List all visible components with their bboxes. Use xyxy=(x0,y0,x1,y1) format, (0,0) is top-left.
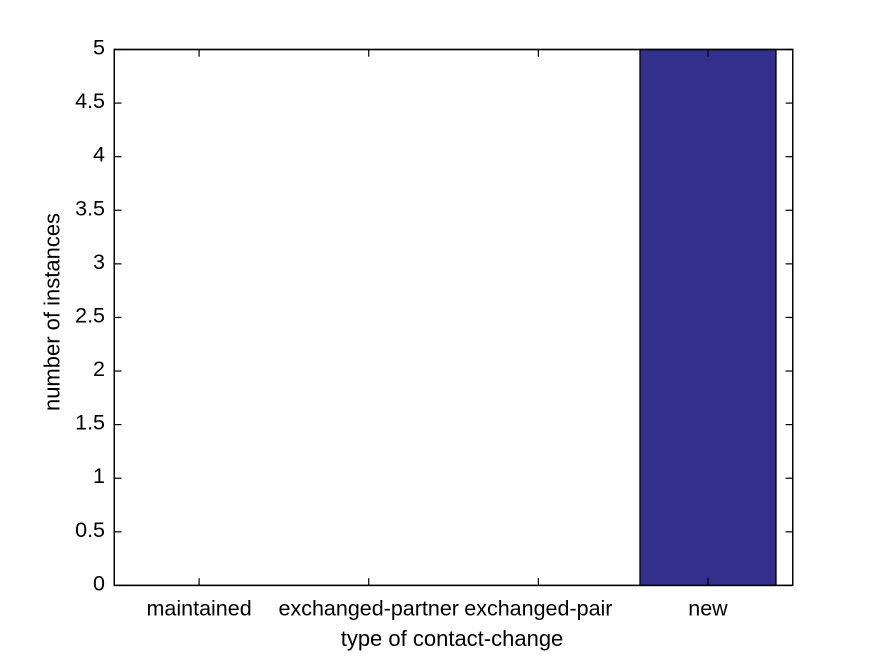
svg-text:1: 1 xyxy=(93,464,105,488)
svg-text:3: 3 xyxy=(93,250,105,274)
svg-text:2: 2 xyxy=(93,357,105,381)
svg-text:exchanged-partner: exchanged-partner xyxy=(278,597,458,621)
svg-text:exchanged-pair: exchanged-pair xyxy=(464,597,612,621)
svg-text:5: 5 xyxy=(93,36,105,60)
svg-text:maintained: maintained xyxy=(147,597,252,621)
svg-text:new: new xyxy=(688,597,728,621)
svg-text:1.5: 1.5 xyxy=(75,411,105,435)
svg-text:number of instances: number of instances xyxy=(40,213,65,411)
svg-text:4: 4 xyxy=(93,143,105,167)
svg-text:2.5: 2.5 xyxy=(75,303,105,327)
svg-text:3.5: 3.5 xyxy=(75,196,105,220)
svg-text:type of contact-change: type of contact-change xyxy=(341,626,564,651)
svg-text:0: 0 xyxy=(93,571,105,595)
svg-text:4.5: 4.5 xyxy=(75,89,105,113)
svg-text:0.5: 0.5 xyxy=(75,518,105,542)
